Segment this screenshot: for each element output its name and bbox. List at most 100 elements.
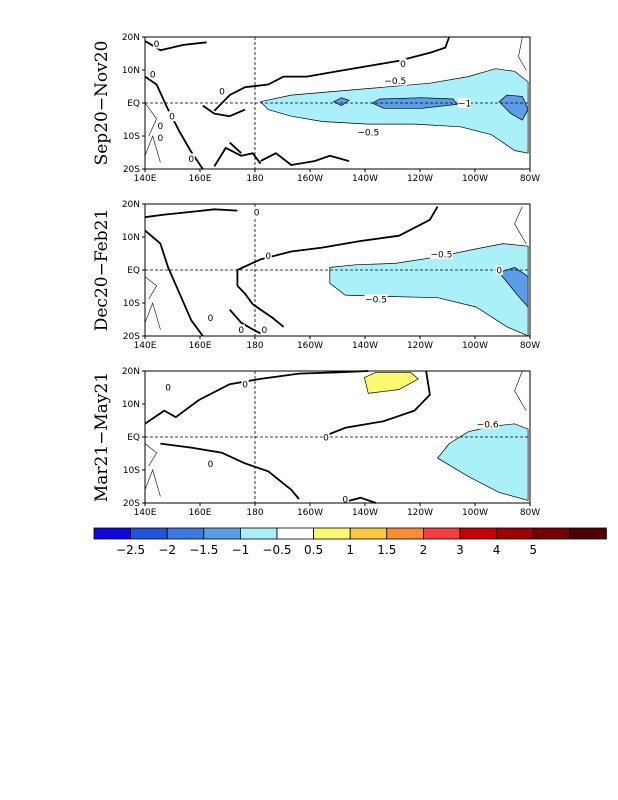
colorbar-label: −2 — [158, 543, 176, 557]
contour-label: 0 — [400, 60, 406, 70]
contour-label-bg — [458, 98, 471, 108]
contour-label-bg — [341, 494, 349, 505]
contour-label: 0 — [158, 134, 164, 144]
contour-label: 0 — [188, 155, 194, 165]
colorbar-label: −0.5 — [262, 543, 291, 557]
colorbar-swatch — [386, 527, 424, 540]
x-tick-label: 160W — [297, 174, 323, 184]
x-tick-label: 100W — [462, 174, 488, 184]
colorbar-swatch — [130, 527, 168, 540]
zero-contour — [260, 152, 350, 166]
x-tick-label: 120W — [407, 341, 433, 351]
zero-contour — [236, 206, 439, 286]
map-panel-3: −0.6 0 0 0 0 0 140E 160E 180 160W 140W 120W 100W 80W 2… — [92, 367, 540, 518]
panel-season-label: Sep20−Nov20 — [92, 41, 112, 166]
zero-contour — [144, 40, 207, 52]
y-tick-label: 10S — [123, 466, 140, 476]
x-tick-label: 160W — [297, 508, 323, 518]
contour-label-bg — [356, 127, 380, 138]
contour-label-bg — [383, 75, 407, 86]
map-panel-2: −0.5 −0.5 0 0 0 0 0 0 140E 160E 180 160W 140W 120W 100… — [92, 200, 540, 351]
zero-contour — [144, 229, 204, 337]
colorbar-swatch — [349, 527, 388, 540]
colorbar: −2.5 −2 −1.5 −1 −0.5 0.5 1 1.5 2 3 4 5 — [93, 527, 607, 557]
x-tick-label: 140W — [352, 508, 378, 518]
contour-label-bg — [430, 249, 453, 260]
x-tick-label: 120W — [407, 174, 433, 184]
coastline — [514, 370, 527, 411]
y-tick-label: EQ — [127, 99, 140, 109]
y-tick-label: 20S — [123, 499, 140, 509]
shaded-region — [437, 423, 529, 501]
shaded-region — [371, 97, 458, 109]
x-tick-label: 160W — [297, 341, 323, 351]
contour-label: 0 — [496, 267, 502, 277]
contour-label-bg — [253, 206, 261, 217]
colorbar-swatch — [313, 527, 351, 540]
y-tick-label: EQ — [127, 433, 140, 443]
y-tick-label: 20N — [122, 367, 140, 377]
colorbar-swatch — [459, 527, 497, 540]
x-tick-label: 140W — [352, 174, 378, 184]
zero-contour — [229, 141, 242, 154]
contour-label: 0 — [169, 113, 175, 123]
contour-label: 0 — [165, 383, 171, 393]
coastline — [144, 469, 161, 497]
contour-label-bg — [156, 132, 164, 143]
coastline — [144, 276, 157, 300]
zero-contour — [213, 36, 451, 112]
y-tick-label: 10N — [122, 400, 140, 410]
colorbar-swatch — [422, 527, 461, 540]
colorbar-swatch — [532, 527, 571, 540]
zero-contour — [202, 104, 246, 118]
x-tick-label: 100W — [462, 341, 488, 351]
zero-contour — [144, 208, 238, 219]
x-tick-label: 160E — [189, 174, 212, 184]
x-tick-label: 80W — [520, 174, 540, 184]
colorbar-label: 0.5 — [304, 543, 323, 557]
contour-label: −0.5 — [384, 77, 406, 87]
contour-label-bg — [237, 324, 245, 335]
contour-label-bg — [164, 381, 172, 392]
contour-label: 0 — [158, 122, 164, 132]
x-tick-label: 140E — [134, 508, 157, 518]
contour-label: 0 — [323, 434, 329, 444]
zero-contour — [229, 309, 261, 335]
coastline — [144, 302, 161, 330]
colorbar-label: 2 — [420, 543, 428, 557]
contour-label: 0 — [238, 326, 244, 336]
zero-contour — [213, 147, 262, 167]
contour-label: 0 — [265, 252, 271, 262]
x-tick-label: 100W — [462, 508, 488, 518]
zero-contour — [321, 370, 431, 438]
contour-label: 0 — [342, 496, 348, 506]
coastline — [144, 135, 161, 163]
colorbar-swatch — [569, 527, 607, 540]
contour-label: 0 — [208, 314, 214, 324]
contour-label: −1 — [458, 100, 471, 110]
contour-label: −0.5 — [365, 296, 387, 306]
colorbar-swatch — [239, 527, 278, 540]
contour-label-bg — [364, 294, 388, 305]
contour-label-bg — [152, 38, 161, 49]
contour-label-bg — [399, 58, 407, 69]
shaded-region — [498, 94, 529, 121]
contour-label-bg — [206, 458, 215, 469]
panel-season-label: Mar21−May21 — [92, 372, 112, 502]
contour-label-bg — [495, 265, 503, 275]
coastline — [514, 206, 527, 244]
x-tick-label: 140W — [352, 341, 378, 351]
shaded-region — [498, 267, 529, 308]
colorbar-swatch — [276, 527, 314, 540]
colorbar-label: −1 — [232, 543, 250, 557]
colorbar-label: 5 — [529, 543, 537, 557]
shaded-region — [363, 371, 419, 394]
y-tick-label: 10N — [122, 233, 140, 243]
x-tick-label: 180 — [246, 341, 263, 351]
x-tick-label: 180 — [246, 174, 263, 184]
shaded-region — [332, 97, 350, 107]
x-tick-label: 160E — [189, 508, 212, 518]
